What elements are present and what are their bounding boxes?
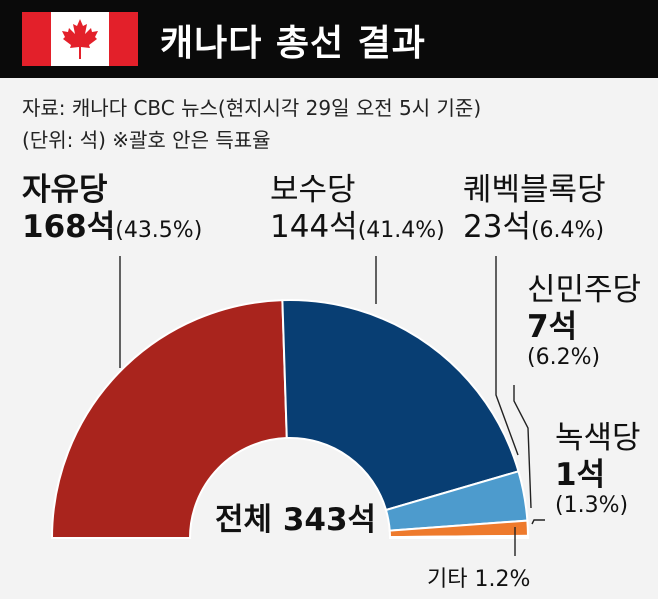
page-title: 캐나다 총선 결과 — [160, 23, 426, 64]
canada-flag-icon — [22, 12, 138, 66]
label-liberal: 자유당 168석(43.5%) — [22, 172, 202, 245]
slice-conservative — [281, 299, 520, 512]
party-name: 퀘벡블록당 — [463, 172, 606, 208]
total-seats-label: 전체 343석 — [215, 502, 377, 538]
party-name: 자유당 — [22, 172, 108, 208]
label-conservative: 보수당 144석(41.4%) — [270, 172, 445, 245]
other-label: 기타 1.2% — [427, 567, 531, 592]
vote-share: (43.5%) — [115, 217, 203, 243]
seat-count: 23석 — [463, 208, 531, 245]
slice-liberal — [50, 299, 288, 539]
vote-share: (6.2%) — [527, 345, 601, 371]
leader-line-bloc — [495, 256, 519, 456]
label-bloc: 퀘벡블록당 23석(6.4%) — [463, 172, 606, 245]
leader-line-green — [531, 519, 545, 525]
party-name: 신민주당 — [527, 272, 642, 308]
seat-count: 1석 — [555, 456, 606, 493]
vote-share: (6.4%) — [530, 217, 605, 243]
seat-count: 144석 — [270, 208, 358, 245]
leader-line-ndp — [513, 385, 532, 509]
header-bar: 캐나다 총선 결과 — [0, 0, 658, 78]
seat-count: 168석 — [22, 208, 116, 245]
source-note: 자료: 캐나다 CBC 뉴스(현지시각 29일 오전 5시 기준) — [22, 96, 482, 120]
unit-note: (단위: 석) ※괄호 안은 득표율 — [22, 128, 271, 152]
vote-share: (1.3%) — [555, 493, 629, 519]
party-name: 보수당 — [270, 172, 356, 208]
seat-count: 7석 — [527, 308, 578, 345]
label-green: 녹색당 1석 (1.3%) — [555, 420, 641, 519]
vote-share: (41.4%) — [357, 217, 445, 243]
party-name: 녹색당 — [555, 420, 641, 456]
label-ndp: 신민주당 7석 (6.2%) — [527, 272, 641, 371]
